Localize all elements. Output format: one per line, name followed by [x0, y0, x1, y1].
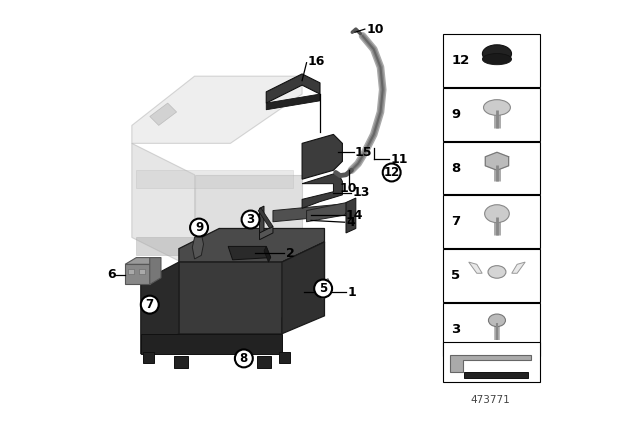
Text: 6: 6: [108, 268, 116, 281]
Text: 9: 9: [195, 221, 203, 234]
Text: 2: 2: [285, 246, 294, 260]
Text: 10: 10: [339, 181, 356, 195]
Text: 7: 7: [146, 298, 154, 311]
Polygon shape: [136, 170, 293, 188]
Polygon shape: [266, 94, 320, 110]
Text: 12: 12: [383, 166, 400, 179]
Polygon shape: [141, 334, 282, 354]
Polygon shape: [125, 258, 161, 264]
Polygon shape: [464, 372, 529, 378]
Text: 4: 4: [346, 215, 355, 229]
Polygon shape: [468, 262, 482, 273]
Text: 11: 11: [391, 152, 408, 166]
Polygon shape: [132, 76, 302, 143]
Text: 3: 3: [451, 323, 461, 336]
Polygon shape: [264, 246, 271, 262]
Polygon shape: [512, 262, 525, 273]
Bar: [443, 88, 540, 141]
Text: 9: 9: [451, 108, 460, 121]
Polygon shape: [260, 206, 264, 235]
Polygon shape: [132, 143, 195, 269]
Ellipse shape: [484, 100, 511, 115]
Bar: [443, 195, 540, 248]
Bar: [443, 34, 540, 87]
Polygon shape: [174, 356, 188, 368]
Polygon shape: [302, 134, 342, 179]
Text: 8: 8: [451, 161, 461, 175]
Text: 473771: 473771: [470, 395, 510, 405]
Polygon shape: [150, 258, 161, 284]
Text: 1: 1: [348, 285, 356, 299]
Ellipse shape: [483, 45, 511, 63]
Bar: [443, 342, 540, 382]
Circle shape: [235, 349, 253, 367]
Polygon shape: [150, 103, 177, 125]
Polygon shape: [485, 152, 509, 170]
Ellipse shape: [488, 266, 506, 278]
Polygon shape: [179, 228, 324, 262]
Polygon shape: [140, 269, 145, 274]
Bar: [443, 249, 540, 302]
Text: 5: 5: [319, 282, 327, 295]
Polygon shape: [307, 202, 349, 222]
Ellipse shape: [484, 205, 509, 223]
Polygon shape: [260, 226, 273, 240]
Polygon shape: [317, 279, 332, 299]
Polygon shape: [273, 204, 347, 222]
Circle shape: [190, 219, 208, 237]
Circle shape: [242, 211, 260, 228]
Circle shape: [141, 296, 159, 314]
Polygon shape: [282, 242, 324, 334]
Text: 7: 7: [451, 215, 460, 228]
Polygon shape: [128, 269, 134, 274]
Text: 3: 3: [246, 213, 255, 226]
Polygon shape: [195, 175, 302, 269]
Text: 12: 12: [451, 54, 470, 67]
Polygon shape: [179, 242, 324, 334]
Text: 5: 5: [451, 269, 460, 282]
Circle shape: [383, 164, 401, 181]
Polygon shape: [228, 246, 271, 260]
Polygon shape: [141, 262, 179, 354]
Polygon shape: [258, 208, 273, 228]
Text: 8: 8: [240, 352, 248, 365]
Polygon shape: [346, 198, 356, 233]
Polygon shape: [257, 356, 271, 368]
Ellipse shape: [488, 314, 506, 327]
Polygon shape: [136, 237, 293, 255]
Circle shape: [314, 280, 332, 297]
Text: 15: 15: [355, 146, 372, 159]
Text: 10: 10: [366, 22, 383, 36]
Text: 13: 13: [353, 186, 370, 199]
Polygon shape: [450, 355, 531, 372]
Polygon shape: [143, 352, 154, 363]
Text: 16: 16: [307, 55, 325, 68]
Polygon shape: [302, 172, 342, 208]
Polygon shape: [125, 264, 150, 284]
Bar: [443, 303, 540, 356]
Ellipse shape: [483, 54, 511, 65]
Polygon shape: [192, 234, 204, 259]
Polygon shape: [266, 74, 320, 103]
Bar: [443, 142, 540, 194]
Polygon shape: [279, 352, 289, 363]
Text: 14: 14: [346, 208, 364, 222]
